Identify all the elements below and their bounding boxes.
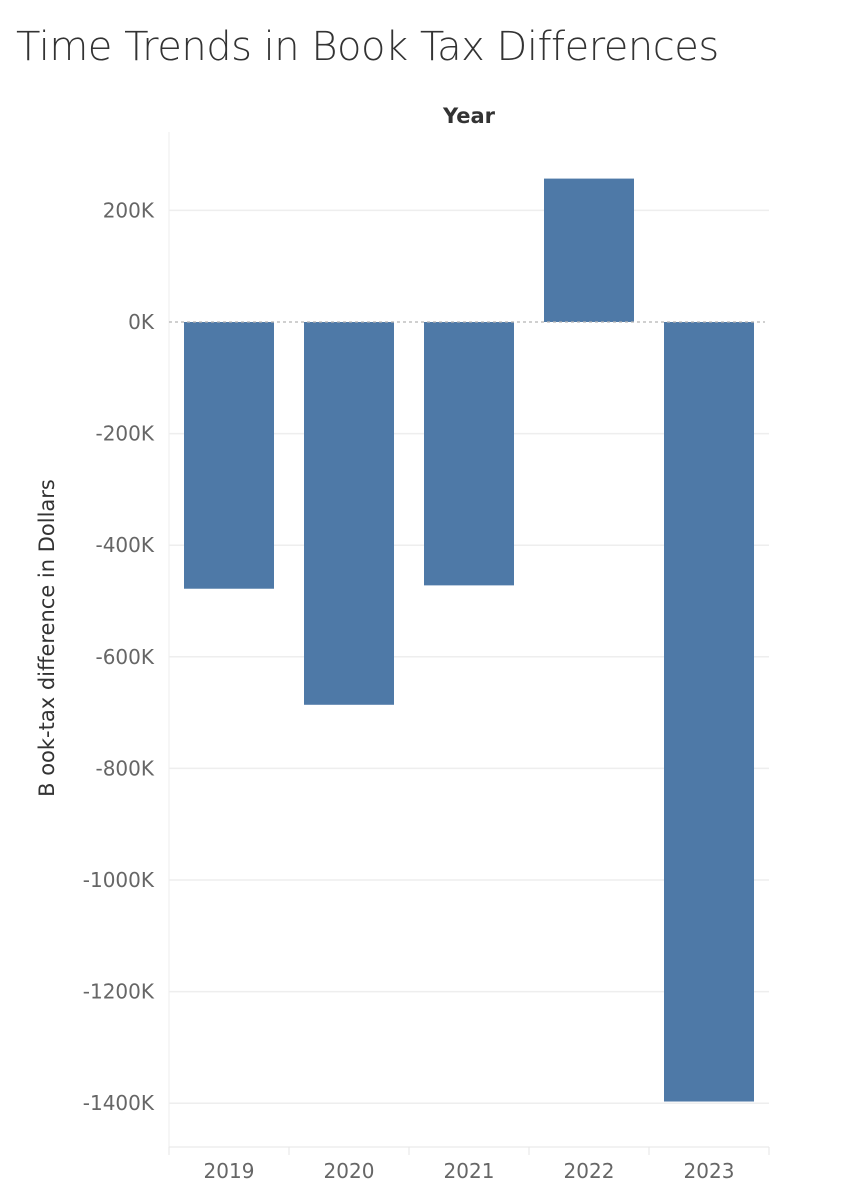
y-tick-label: 0K (128, 310, 155, 334)
y-tick-label: -1000K (83, 868, 155, 892)
bar-2019[interactable] (184, 322, 274, 589)
y-tick-label: -1400K (83, 1091, 155, 1115)
y-tick-label: 200K (103, 198, 155, 222)
y-axis-title: B ook-tax difference in Dollars (35, 479, 59, 797)
y-tick-label: -1200K (83, 980, 155, 1004)
x-axis-ticks: 2019 2020 2021 2022 2023 (168, 1147, 770, 1183)
x-axis-header: Year (442, 104, 496, 128)
x-tick-label: 2022 (564, 1159, 615, 1183)
y-axis-ticks: 200K 0K -200K -400K -600K -800K -1000K -1200K -1… (83, 198, 155, 1115)
x-tick-label: 2020 (324, 1159, 375, 1183)
y-tick-label: -600K (95, 645, 154, 669)
bar-2020[interactable] (304, 322, 394, 705)
bars (184, 178, 754, 1102)
y-tick-label: -400K (95, 533, 154, 557)
x-tick-label: 2019 (204, 1159, 255, 1183)
bar-2022[interactable] (544, 178, 634, 322)
x-tick-label: 2021 (444, 1159, 495, 1183)
chart-title: Time Trends in Book Tax Differences (16, 24, 719, 70)
bar-2021[interactable] (424, 322, 514, 586)
bar-2023[interactable] (664, 322, 754, 1102)
x-tick-label: 2023 (684, 1159, 735, 1183)
y-tick-label: -800K (95, 756, 154, 780)
y-tick-label: -200K (95, 422, 154, 446)
